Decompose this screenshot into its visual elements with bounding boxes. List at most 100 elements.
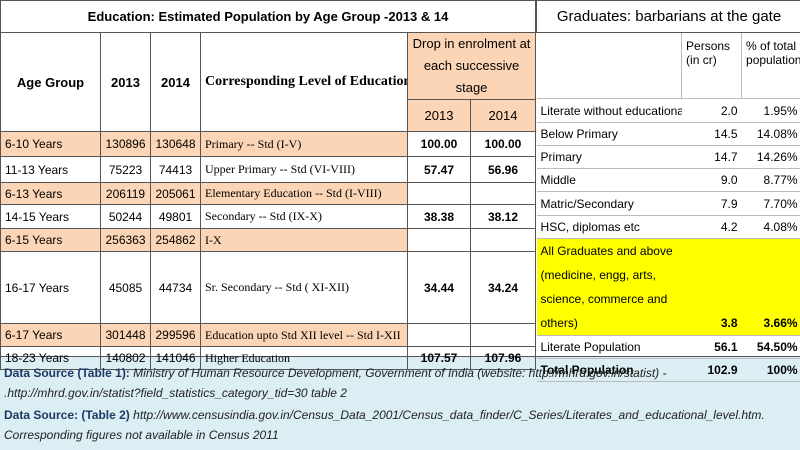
table-row: Total Population 102.9 100% xyxy=(536,358,800,382)
table-cell: 14.7 xyxy=(681,145,742,169)
table-cell: I-X xyxy=(200,228,408,252)
table-cell: 14.5 xyxy=(681,122,742,146)
table-cell: 100.00 xyxy=(469,131,537,157)
table-row: Literate Population 56.1 54.50% xyxy=(536,335,800,359)
table-cell: 54.50% xyxy=(741,335,800,359)
table-row: HSC, diplomas etc 4.2 4.08% xyxy=(536,215,800,239)
table-cell: 14.08% xyxy=(741,122,800,146)
table-cell: 38.38 xyxy=(407,204,471,229)
table-cell: 4.08% xyxy=(741,215,800,239)
table-cell: 205061 xyxy=(150,182,201,205)
table-cell: 299596 xyxy=(150,323,201,347)
table-cell: 45085 xyxy=(100,251,151,324)
source-text: http://www.censusindia.gov.in/Census_Dat… xyxy=(4,408,765,442)
table-cell: 301448 xyxy=(100,323,151,347)
table-row: 16-17 Years 45085 44734 Sr. Secondary -- St… xyxy=(0,251,537,324)
table-cell: 3.66% xyxy=(741,238,800,336)
table-cell: 56.96 xyxy=(469,156,537,183)
table-cell: Below Primary xyxy=(536,122,682,146)
table-cell: All Graduates and above (medicine, engg,… xyxy=(536,238,682,336)
table-cell: Upper Primary -- Std (VI-VIII) xyxy=(200,156,408,183)
header: % of total population xyxy=(741,32,800,99)
table-row: All Graduates and above (medicine, engg,… xyxy=(536,238,800,336)
table-cell xyxy=(407,182,471,205)
table-cell: 206119 xyxy=(100,182,151,205)
table-cell: 100% xyxy=(741,358,800,382)
table-cell: 7.70% xyxy=(741,191,800,216)
table-row: 18-23 Years 140802 141046 Higher Education 1… xyxy=(0,346,537,370)
table-cell: 1.95% xyxy=(741,98,800,123)
table-cell: Total Population xyxy=(536,358,682,382)
source-label: Data Source (Table 1): xyxy=(4,366,130,380)
table-row: Middle 9.0 8.77% xyxy=(536,168,800,192)
table-cell: 3.8 xyxy=(681,238,742,336)
table-row: 14-15 Years 50244 49801 Secondary -- Std (I… xyxy=(0,204,537,229)
source-note: Data Source (Table 1): Ministry of Human… xyxy=(4,363,796,403)
table-cell: 130896 xyxy=(100,131,151,157)
table-cell: Middle xyxy=(536,168,682,192)
table-cell: 49801 xyxy=(150,204,201,229)
table-cell: 44734 xyxy=(150,251,201,324)
table-cell: Primary -- Std (I-V) xyxy=(200,131,408,157)
table-cell: Literate Population xyxy=(536,335,682,359)
table-row: 6-10 Years 130896 130648 Primary -- Std (I-… xyxy=(0,131,537,157)
header: 2014 xyxy=(469,99,537,132)
table-row: 6-15 Years 256363 254862 I-X xyxy=(0,228,537,252)
tables: Education: Estimated Population by Age G… xyxy=(0,0,800,382)
table-cell: HSC, diplomas etc xyxy=(536,215,682,239)
header: Drop in enrolment at each successive sta… xyxy=(406,32,537,100)
table-cell: Education upto Std XII level -- Std I-XI… xyxy=(200,323,408,347)
table-cell: 50244 xyxy=(100,204,151,229)
table-cell: 7.9 xyxy=(681,191,742,216)
table-row: Primary 14.7 14.26% xyxy=(536,145,800,169)
source-text: Ministry of Human Resource Development, … xyxy=(4,366,667,400)
table-cell: 2.0 xyxy=(681,98,742,123)
header: 2014 xyxy=(150,32,201,132)
table-cell: 38.12 xyxy=(469,204,537,229)
table-cell: 14.26% xyxy=(741,145,800,169)
table-cell: 4.2 xyxy=(681,215,742,239)
table-cell: Primary xyxy=(536,145,682,169)
table-cell: 256363 xyxy=(100,228,151,252)
table-cell xyxy=(469,323,537,347)
table-cell: 16-17 Years xyxy=(0,251,101,324)
table-cell: 9.0 xyxy=(681,168,742,192)
table-cell: 56.1 xyxy=(681,335,742,359)
table-cell: Higher Education xyxy=(200,346,408,370)
header: 2013 xyxy=(100,32,151,132)
table-row: 11-13 Years 75223 74413 Upper Primary -- St… xyxy=(0,156,537,183)
table-cell: 75223 xyxy=(100,156,151,183)
header: Corresponding Level of Education xyxy=(200,32,408,132)
table-cell: 34.24 xyxy=(469,251,537,324)
table-cell: 6-10 Years xyxy=(0,131,101,157)
source-note: Data Source: (Table 2) http://www.census… xyxy=(4,405,796,445)
table-cell: Secondary -- Std (IX-X) xyxy=(200,204,408,229)
table-cell: 6-15 Years xyxy=(0,228,101,252)
table-cell: 34.44 xyxy=(407,251,471,324)
table-cell: 14-15 Years xyxy=(0,204,101,229)
table-cell: 11-13 Years xyxy=(0,156,101,183)
table-cell: 107.96 xyxy=(469,346,537,370)
table-cell: 102.9 xyxy=(681,358,742,382)
table-cell xyxy=(469,228,537,252)
header: Age Group xyxy=(0,32,101,132)
table-cell: 18-23 Years xyxy=(0,346,101,370)
table-row: Literate without educational lev2.01.95% xyxy=(536,98,800,123)
table-cell: 100.00 xyxy=(407,131,471,157)
table-row: 6-17 Years 301448 299596 Education upto Std… xyxy=(0,323,537,347)
table-cell: Elementary Education -- Std (I-VIII) xyxy=(200,182,408,205)
header: Persons (in cr) xyxy=(681,32,742,99)
table-cell: 8.77% xyxy=(741,168,800,192)
table-cell xyxy=(407,323,471,347)
header: 2013 xyxy=(407,99,471,132)
table-cell xyxy=(469,182,537,205)
table-row: Matric/Secondary 7.9 7.70% xyxy=(536,191,800,216)
table-row: 6-13 Years 206119 205061 Elementary Educati… xyxy=(0,182,537,205)
table-cell: Literate without educational lev xyxy=(536,98,682,123)
table-cell: Sr. Secondary -- Std ( XI-XII) xyxy=(200,251,408,324)
table-cell: 57.47 xyxy=(407,156,471,183)
table-cell xyxy=(407,228,471,252)
table-cell: Matric/Secondary xyxy=(536,191,682,216)
source-label: Data Source: (Table 2) xyxy=(4,408,130,422)
